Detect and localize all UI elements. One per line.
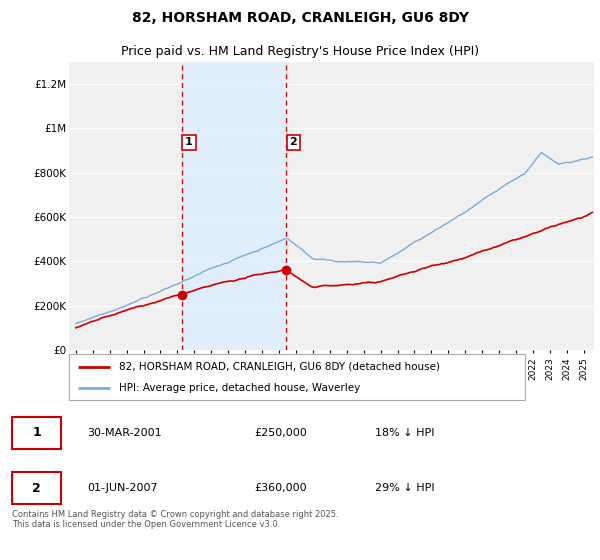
Text: Price paid vs. HM Land Registry's House Price Index (HPI): Price paid vs. HM Land Registry's House … [121,45,479,58]
FancyBboxPatch shape [12,417,61,449]
FancyBboxPatch shape [12,473,61,504]
Text: HPI: Average price, detached house, Waverley: HPI: Average price, detached house, Wave… [119,383,361,393]
Text: 82, HORSHAM ROAD, CRANLEIGH, GU6 8DY (detached house): 82, HORSHAM ROAD, CRANLEIGH, GU6 8DY (de… [119,362,440,372]
Text: 82, HORSHAM ROAD, CRANLEIGH, GU6 8DY: 82, HORSHAM ROAD, CRANLEIGH, GU6 8DY [131,11,469,25]
Bar [182,62,286,350]
Text: £250,000: £250,000 [254,428,307,438]
Text: 2: 2 [32,482,41,495]
Text: 18% ↓ HPI: 18% ↓ HPI [375,428,434,438]
Text: Contains HM Land Registry data © Crown copyright and database right 2025.
This d: Contains HM Land Registry data © Crown c… [12,510,338,529]
Text: 1: 1 [32,427,41,440]
Text: 1: 1 [185,137,193,147]
Text: 29% ↓ HPI: 29% ↓ HPI [375,483,434,493]
Text: 2: 2 [290,137,297,147]
Text: £360,000: £360,000 [254,483,307,493]
FancyBboxPatch shape [69,354,525,400]
Text: 01-JUN-2007: 01-JUN-2007 [87,483,158,493]
Text: 30-MAR-2001: 30-MAR-2001 [87,428,161,438]
